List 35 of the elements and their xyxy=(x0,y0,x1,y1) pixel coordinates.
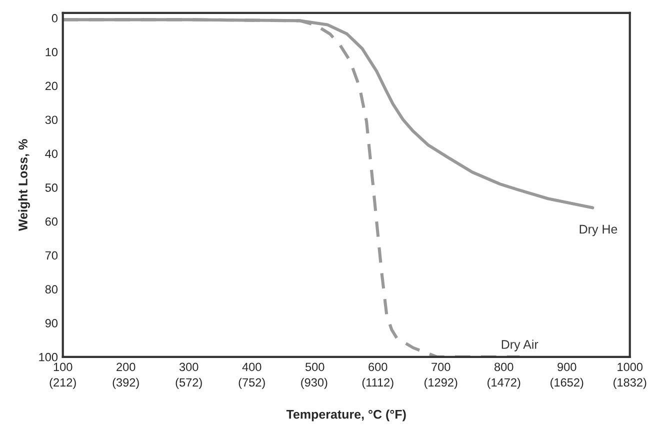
x2-tick-label: (392) xyxy=(112,378,139,389)
x2-tick-label: (1112) xyxy=(362,378,394,389)
y-tick-label: 80 xyxy=(45,285,58,294)
x-tick-label: 600 xyxy=(368,362,388,372)
x-tick-label: 300 xyxy=(179,362,198,372)
x-tick-label: 400 xyxy=(242,362,262,372)
x2-tick-label: (1292) xyxy=(424,378,458,389)
y-tick-label: 40 xyxy=(45,150,58,158)
y-axis-title: Weight Loss, % xyxy=(18,139,30,231)
y-tick-label: 60 xyxy=(45,217,58,226)
y-tick-label: 10 xyxy=(46,48,58,56)
x-tick-label: 900 xyxy=(558,362,576,372)
y-tick-label: 100 xyxy=(39,352,58,362)
x2-tick-label: (930) xyxy=(301,378,328,389)
x-tick-label: 700 xyxy=(432,362,450,372)
x-tick-label: 500 xyxy=(305,362,324,372)
x2-tick-label: (752) xyxy=(238,378,265,389)
y-tick-label: 20 xyxy=(45,82,58,90)
x2-tick-label: (1652) xyxy=(550,378,584,389)
x2-tick-label: (1472) xyxy=(488,378,520,389)
x-tick-label: 100 xyxy=(54,362,72,372)
series-label: Dry Air xyxy=(502,340,538,352)
y-tick-label: 30 xyxy=(45,116,58,124)
y-tick-label: 50 xyxy=(45,183,58,192)
x-tick-label: 1000 xyxy=(618,362,643,372)
x-axis-title: Temperature, °C (°F) xyxy=(286,410,406,422)
x2-tick-label: (212) xyxy=(50,378,76,389)
y-tick-label: 0 xyxy=(52,14,58,22)
x-tick-label: 200 xyxy=(116,362,136,372)
y-tick-label: 90 xyxy=(45,319,58,328)
y-tick-label: 70 xyxy=(45,251,58,260)
x2-tick-label: (1832) xyxy=(614,378,646,389)
x-tick-label: 800 xyxy=(494,362,514,372)
series-label: Dry He xyxy=(580,224,618,236)
x2-tick-label: (572) xyxy=(176,378,202,389)
